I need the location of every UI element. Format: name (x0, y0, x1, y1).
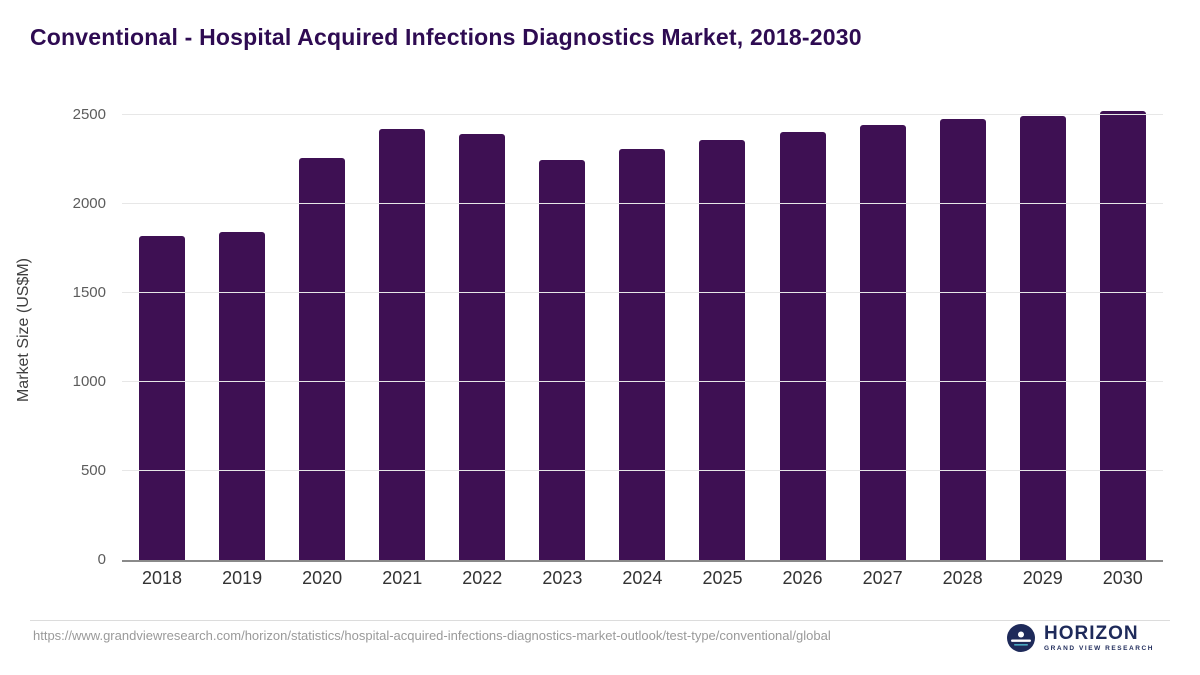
x-tick-label: 2020 (302, 568, 343, 588)
x-tick-label: 2028 (942, 568, 983, 588)
x-tick-label: 2026 (782, 568, 823, 588)
gridline (122, 203, 1163, 204)
bar-2021 (379, 129, 426, 560)
bar-slot (859, 100, 906, 560)
x-tick-label: 2018 (142, 568, 183, 588)
bar-2030 (1099, 111, 1146, 560)
bar-2019 (219, 232, 266, 560)
bar-2025 (699, 139, 746, 560)
bar-2020 (299, 157, 346, 560)
bars-container (122, 100, 1163, 560)
y-tick-label: 0 (97, 551, 106, 568)
y-tick-label: 500 (80, 462, 106, 479)
bar-slot (219, 100, 266, 560)
bar-slot (939, 100, 986, 560)
x-tick-label: 2023 (542, 568, 583, 588)
bar-2022 (459, 133, 506, 560)
bar-slot (539, 100, 586, 560)
x-tick-label: 2021 (382, 568, 423, 588)
bar-2029 (1019, 115, 1066, 560)
bar-2018 (139, 236, 186, 560)
bar-2023 (539, 160, 586, 560)
x-tick-label: 2024 (622, 568, 663, 588)
footer-divider (30, 620, 1170, 621)
gridline (122, 381, 1163, 382)
x-tick-label: 2025 (702, 568, 743, 588)
x-tick-label: 2027 (862, 568, 903, 588)
horizon-logo-subtitle: GRAND VIEW RESEARCH (1044, 644, 1154, 652)
horizon-logo: HORIZON GRAND VIEW RESEARCH (1006, 623, 1154, 653)
bar-slot (139, 100, 186, 560)
y-axis-tick-labels: 0 500 1000 1500 2000 2500 (60, 100, 114, 568)
bar-slot (459, 100, 506, 560)
plot-area (122, 100, 1163, 562)
gridline (122, 470, 1163, 471)
bar-slot (1099, 100, 1146, 560)
bar-2026 (779, 131, 826, 560)
bar-2027 (859, 124, 906, 560)
source-url: https://www.grandviewresearch.com/horizo… (33, 628, 831, 643)
x-tick-label: 2022 (462, 568, 503, 588)
chart-title: Conventional - Hospital Acquired Infecti… (30, 24, 862, 50)
bar-slot (699, 100, 746, 560)
y-tick-label: 2500 (72, 106, 106, 123)
bar-slot (379, 100, 426, 560)
horizon-logo-title: HORIZON (1044, 622, 1139, 644)
horizon-logo-text: HORIZON GRAND VIEW RESEARCH (1044, 624, 1154, 653)
horizon-logo-icon (1007, 624, 1036, 652)
bar-slot (1019, 100, 1066, 560)
gridline (122, 292, 1163, 293)
x-tick-label: 2030 (1102, 568, 1143, 588)
y-axis-title: Market Size (US$M) (15, 257, 32, 403)
bar-2024 (619, 148, 666, 560)
x-tick-label: 2019 (222, 568, 263, 588)
y-tick-label: 1500 (72, 284, 106, 301)
bar-2028 (939, 119, 986, 560)
x-tick-label: 2029 (1022, 568, 1063, 588)
bar-slot (619, 100, 666, 560)
x-axis-tick-labels: 2018 2019 2020 2021 2022 2023 2024 2025 2026 2027… (122, 568, 1163, 589)
bar-slot (779, 100, 826, 560)
y-tick-label: 1000 (72, 373, 106, 390)
y-tick-label: 2000 (72, 195, 106, 212)
gridline (122, 114, 1163, 115)
bar-slot (299, 100, 346, 560)
